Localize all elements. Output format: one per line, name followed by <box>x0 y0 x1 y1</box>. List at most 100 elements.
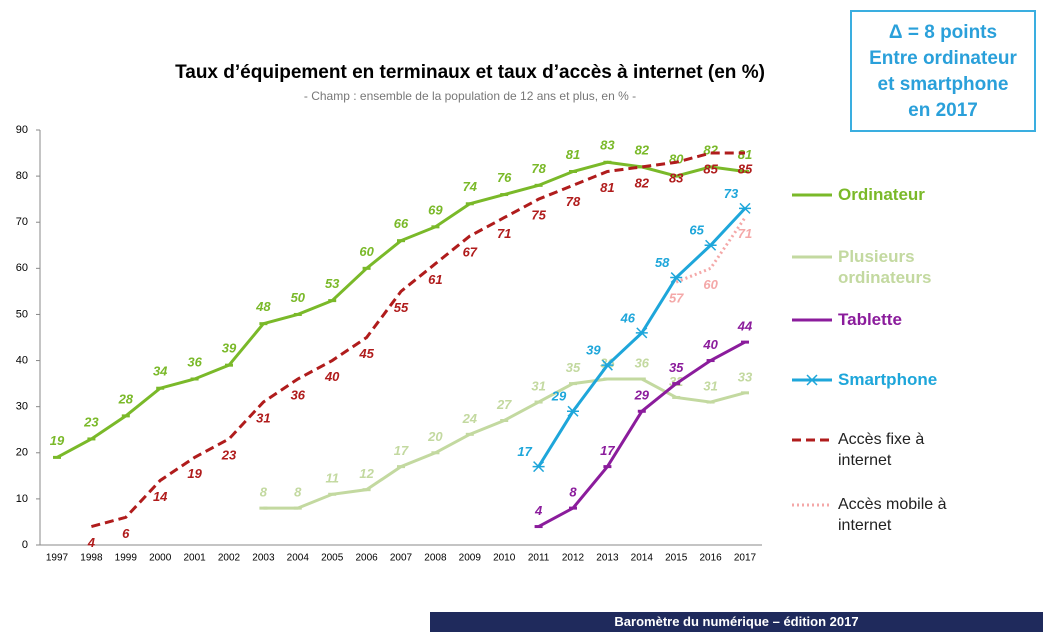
data-label: 81 <box>566 147 580 162</box>
point-marker <box>156 386 165 390</box>
x-tick-label: 1998 <box>80 553 103 564</box>
point-marker <box>672 174 681 178</box>
data-label: 85 <box>703 161 718 176</box>
x-tick-label: 2014 <box>631 553 654 564</box>
point-marker <box>739 202 751 214</box>
point-marker <box>672 382 681 386</box>
x-tick-label: 2006 <box>355 553 378 564</box>
x-tick-label: 2009 <box>459 553 482 564</box>
x-tick-label: 2008 <box>424 553 447 564</box>
legend-label: Accès fixe à internet <box>838 431 925 469</box>
data-label: 76 <box>497 170 512 185</box>
point-marker <box>293 312 302 316</box>
point-marker <box>53 455 61 459</box>
x-tick-label: 2011 <box>528 553 550 564</box>
data-label: 55 <box>394 300 409 315</box>
point-marker <box>567 405 579 417</box>
data-label: 71 <box>738 226 752 241</box>
data-label: 27 <box>496 397 512 412</box>
x-tick-label: 2003 <box>252 553 275 564</box>
point-marker <box>741 340 749 344</box>
data-label: 34 <box>153 364 168 379</box>
legend-marker <box>808 193 816 197</box>
point-marker <box>704 239 717 251</box>
x-tick-label: 2017 <box>734 553 757 564</box>
data-label: 60 <box>703 277 718 292</box>
point-marker <box>465 432 474 436</box>
data-label: 65 <box>689 223 704 238</box>
data-label: 53 <box>325 276 340 291</box>
point-marker <box>500 419 509 422</box>
data-label: 81 <box>600 180 614 195</box>
x-tick-label: 2007 <box>390 553 413 564</box>
data-label: 31 <box>703 378 717 393</box>
point-marker <box>741 170 749 173</box>
y-tick-label: 0 <box>22 539 28 551</box>
data-label: 24 <box>462 411 478 426</box>
data-label: 35 <box>566 360 581 375</box>
chart-subtitle: - Champ : ensemble de la population de 1… <box>304 89 636 103</box>
data-label: 12 <box>359 466 374 481</box>
point-marker <box>259 322 268 326</box>
point-marker <box>635 327 648 339</box>
data-label: 29 <box>634 388 650 403</box>
point-marker <box>397 239 405 243</box>
annotation-box: Δ = 8 points Entre ordinateur et smartphon… <box>850 10 1036 132</box>
point-marker <box>603 377 612 381</box>
data-label: 31 <box>531 378 545 393</box>
annotation-line: Δ = 8 points <box>888 22 998 43</box>
data-label: 8 <box>260 485 268 500</box>
footer: Baromètre du numérique – édition 2017 <box>430 612 1043 632</box>
point-marker <box>601 359 614 371</box>
data-label: 23 <box>221 447 237 462</box>
annotation-line: et smartphone <box>877 74 1009 95</box>
point-marker <box>362 488 371 492</box>
data-label: 8 <box>294 485 302 500</box>
x-tick-label: 2013 <box>596 553 619 564</box>
point-marker <box>532 461 545 473</box>
x-tick-label: 2001 <box>183 553 206 564</box>
data-label: 83 <box>600 138 615 153</box>
y-tick-label: 30 <box>16 401 28 413</box>
series-line <box>675 216 747 284</box>
data-label: 20 <box>427 429 443 444</box>
point-marker <box>431 225 440 229</box>
data-label: 61 <box>428 272 442 287</box>
point-marker <box>637 377 646 381</box>
data-label: 46 <box>620 310 636 325</box>
data-label: 6 <box>122 526 130 541</box>
legend-marker <box>808 255 816 259</box>
data-label: 23 <box>83 414 99 429</box>
data-label: 40 <box>702 337 718 352</box>
y-tick-label: 50 <box>16 308 28 320</box>
data-label: 17 <box>517 444 532 459</box>
data-label: 35 <box>669 360 684 375</box>
annotation-line: Entre ordinateur <box>869 48 1017 69</box>
x-tick-label: 2004 <box>287 553 310 564</box>
legend-label: Ordinateur <box>838 185 925 204</box>
point-marker <box>190 377 199 381</box>
data-label: 50 <box>291 290 306 305</box>
data-label: 85 <box>738 161 753 176</box>
point-marker <box>293 506 302 510</box>
point-marker <box>328 492 337 496</box>
data-label: 75 <box>531 208 546 223</box>
point-marker <box>706 400 715 404</box>
data-label: 17 <box>394 443 409 458</box>
point-marker <box>706 359 715 363</box>
point-marker <box>500 193 509 197</box>
data-label: 82 <box>635 175 650 190</box>
point-marker <box>397 465 405 469</box>
legend-marker <box>806 374 818 386</box>
y-tick-label: 10 <box>16 493 28 505</box>
x-tick-label: 2005 <box>321 553 344 564</box>
data-label: 4 <box>87 535 96 550</box>
data-label: 14 <box>153 489 168 504</box>
data-label: 67 <box>463 244 478 259</box>
point-marker <box>87 437 96 441</box>
data-label: 83 <box>669 171 684 186</box>
point-marker <box>465 202 474 206</box>
data-label: 33 <box>738 369 753 384</box>
